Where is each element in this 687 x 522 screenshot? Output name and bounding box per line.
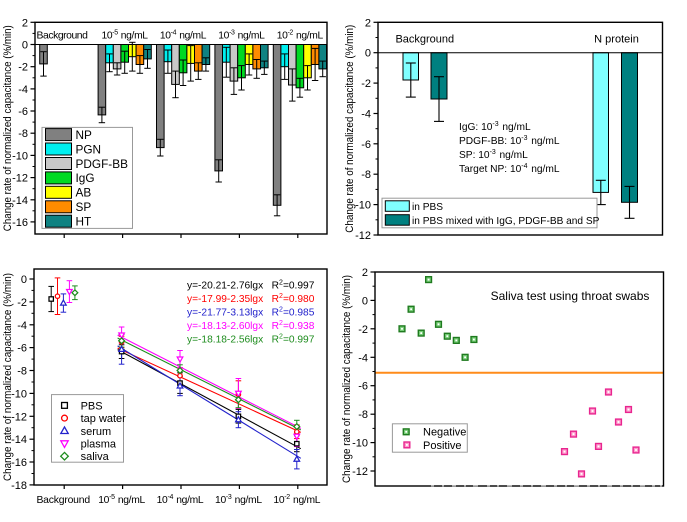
svg-text:-4: -4 <box>18 84 28 96</box>
svg-text:SP: 10-3 ng/mL: SP: 10-3 ng/mL <box>459 149 528 161</box>
svg-text:Negative: Negative <box>423 427 466 439</box>
svg-text:-6: -6 <box>17 343 27 355</box>
svg-text:-2: -2 <box>361 78 371 90</box>
svg-text:Change rate of normalized capa: Change rate of normalized capacitance (%… <box>2 25 14 231</box>
svg-text:-6: -6 <box>361 139 371 151</box>
svg-text:y=-18.13-2.60lgx R2=0.938: y=-18.13-2.60lgx R2=0.938 <box>187 320 315 332</box>
svg-text:serum: serum <box>81 426 112 438</box>
svg-text:Background: Background <box>36 495 90 506</box>
svg-text:-2: -2 <box>18 62 28 74</box>
svg-text:saliva: saliva <box>81 451 110 463</box>
svg-text:10-3 ng/mL: 10-3 ng/mL <box>215 494 262 506</box>
svg-text:-4: -4 <box>361 109 371 121</box>
svg-text:0: 0 <box>22 40 28 52</box>
svg-text:-4: -4 <box>358 352 368 364</box>
svg-text:-12: -12 <box>12 173 28 185</box>
svg-text:y=-21.77-3.13lgx R2=0.985: y=-21.77-3.13lgx R2=0.985 <box>187 307 315 319</box>
svg-text:-2: -2 <box>17 297 27 309</box>
svg-text:-10: -10 <box>12 150 28 162</box>
svg-text:-16: -16 <box>11 457 27 469</box>
svg-text:IgG: 10-3 ng/mL: IgG: 10-3 ng/mL <box>459 121 531 133</box>
svg-text:2: 2 <box>362 267 368 279</box>
svg-text:Change rate of normalized capa: Change rate of normalized capacitance (%… <box>344 25 356 233</box>
svg-text:PGN: PGN <box>76 142 102 156</box>
svg-text:-16: -16 <box>12 217 28 229</box>
svg-text:Target NP: 10-4 ng/mL: Target NP: 10-4 ng/mL <box>459 163 560 175</box>
svg-text:-2: -2 <box>358 324 368 336</box>
svg-text:PDGF-BB: 10-3 ng/mL: PDGF-BB: 10-3 ng/mL <box>459 135 560 147</box>
svg-text:-8: -8 <box>358 409 368 421</box>
svg-text:plasma: plasma <box>81 439 117 451</box>
svg-text:PBS: PBS <box>81 400 103 412</box>
svg-text:Background: Background <box>395 34 454 46</box>
svg-text:in PBS: in PBS <box>412 202 443 213</box>
svg-text:Change rate of normalized capa: Change rate of normalized capacitance (%… <box>2 273 14 481</box>
svg-text:-8: -8 <box>18 128 28 140</box>
svg-text:-4: -4 <box>17 320 27 332</box>
svg-text:in PBS mixed with IgG, PDGF-BB: in PBS mixed with IgG, PDGF-BB and SP <box>412 216 600 227</box>
svg-text:-6: -6 <box>18 106 28 118</box>
svg-text:0: 0 <box>21 274 27 286</box>
svg-text:-10: -10 <box>352 438 368 450</box>
svg-text:HT: HT <box>76 215 92 229</box>
svg-text:2: 2 <box>365 17 371 29</box>
svg-text:-12: -12 <box>355 230 371 242</box>
svg-text:10-5 ng/mL: 10-5 ng/mL <box>101 29 148 41</box>
svg-text:10-2 ng/mL: 10-2 ng/mL <box>273 494 320 506</box>
svg-text:10-2 ng/mL: 10-2 ng/mL <box>277 29 324 41</box>
svg-text:-8: -8 <box>17 366 27 378</box>
svg-text:y=-18.18-2.56lgx R2=0.997: y=-18.18-2.56lgx R2=0.997 <box>187 334 315 346</box>
svg-text:2: 2 <box>22 17 28 29</box>
svg-text:10-4 ng/mL: 10-4 ng/mL <box>160 29 207 41</box>
svg-text:-12: -12 <box>352 466 368 478</box>
svg-text:-10: -10 <box>11 388 27 400</box>
svg-text:10-3 ng/mL: 10-3 ng/mL <box>218 29 265 41</box>
svg-text:0: 0 <box>362 295 368 307</box>
svg-text:SP: SP <box>76 200 92 214</box>
svg-text:IgG: IgG <box>76 171 95 185</box>
svg-text:10-5 ng/mL: 10-5 ng/mL <box>98 494 145 506</box>
svg-text:-6: -6 <box>358 381 368 393</box>
svg-text:PDGF-BB: PDGF-BB <box>76 157 129 171</box>
svg-text:N protein: N protein <box>594 34 639 46</box>
svg-text:y=-20.21-2.76lgx R2=0.997: y=-20.21-2.76lgx R2=0.997 <box>187 280 315 292</box>
svg-text:0: 0 <box>365 48 371 60</box>
svg-text:10-4 ng/mL: 10-4 ng/mL <box>157 494 204 506</box>
svg-text:Saliva test using throat swabs: Saliva test using throat swabs <box>491 289 650 303</box>
svg-text:Background: Background <box>37 30 89 41</box>
svg-text:-10: -10 <box>355 200 371 212</box>
svg-text:-14: -14 <box>11 434 27 446</box>
svg-text:tap water: tap water <box>81 413 127 425</box>
svg-text:-14: -14 <box>12 195 28 207</box>
svg-text:Change rate of normalized capa: Change rate of normalized capacitance (%… <box>341 275 353 483</box>
svg-text:-8: -8 <box>361 169 371 181</box>
svg-text:Positive: Positive <box>423 440 462 452</box>
svg-text:y=-17.99-2.35lgx R2=0.980: y=-17.99-2.35lgx R2=0.980 <box>187 293 315 305</box>
svg-text:AB: AB <box>76 186 92 200</box>
svg-text:-12: -12 <box>11 411 27 423</box>
svg-text:-18: -18 <box>11 480 27 492</box>
svg-text:NP: NP <box>76 128 93 142</box>
